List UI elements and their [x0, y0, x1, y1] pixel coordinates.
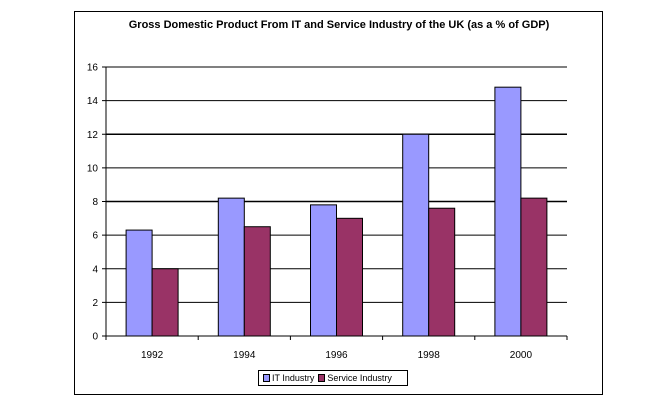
y-tick-label: 6: [92, 231, 98, 242]
legend-label-service: Service Industry: [327, 373, 392, 383]
y-tick-label: 10: [87, 163, 99, 174]
chart-legend: IT Industry Service Industry: [258, 370, 408, 386]
y-tick-label: 14: [87, 96, 99, 107]
legend-item-service: Service Industry: [318, 373, 392, 383]
x-tick-label: 1998: [418, 350, 441, 361]
x-tick-label: 1992: [141, 350, 164, 361]
y-tick-label: 2: [92, 298, 98, 309]
y-tick-label: 16: [87, 63, 99, 74]
bar-it-1994: [217, 197, 245, 337]
x-tick-label: 1996: [325, 350, 348, 361]
y-tick-label: 12: [87, 130, 99, 141]
x-tick-label: 2000: [510, 350, 533, 361]
legend-item-it: IT Industry: [263, 373, 314, 383]
y-tick-label: 8: [92, 197, 98, 208]
legend-label-it: IT Industry: [272, 373, 315, 383]
y-tick-label: 4: [92, 264, 98, 275]
y-tick-label: 0: [92, 332, 98, 343]
chart-title: Gross Domestic Product From IT and Servi…: [128, 19, 550, 31]
legend-swatch-it: [263, 374, 270, 382]
bar-service-2000: [520, 197, 548, 337]
legend-swatch-service: [318, 374, 326, 382]
bar-it-1992: [125, 229, 153, 337]
bar-service-1996: [336, 217, 363, 337]
bar-it-1998: [402, 133, 430, 337]
bar-service-1994: [243, 226, 271, 337]
bar-service-1998: [428, 207, 456, 337]
bar-service-1992: [151, 268, 179, 337]
bar-it-1996: [310, 204, 337, 337]
x-tick-label: 1994: [233, 350, 256, 361]
bar-it-2000: [494, 86, 522, 337]
